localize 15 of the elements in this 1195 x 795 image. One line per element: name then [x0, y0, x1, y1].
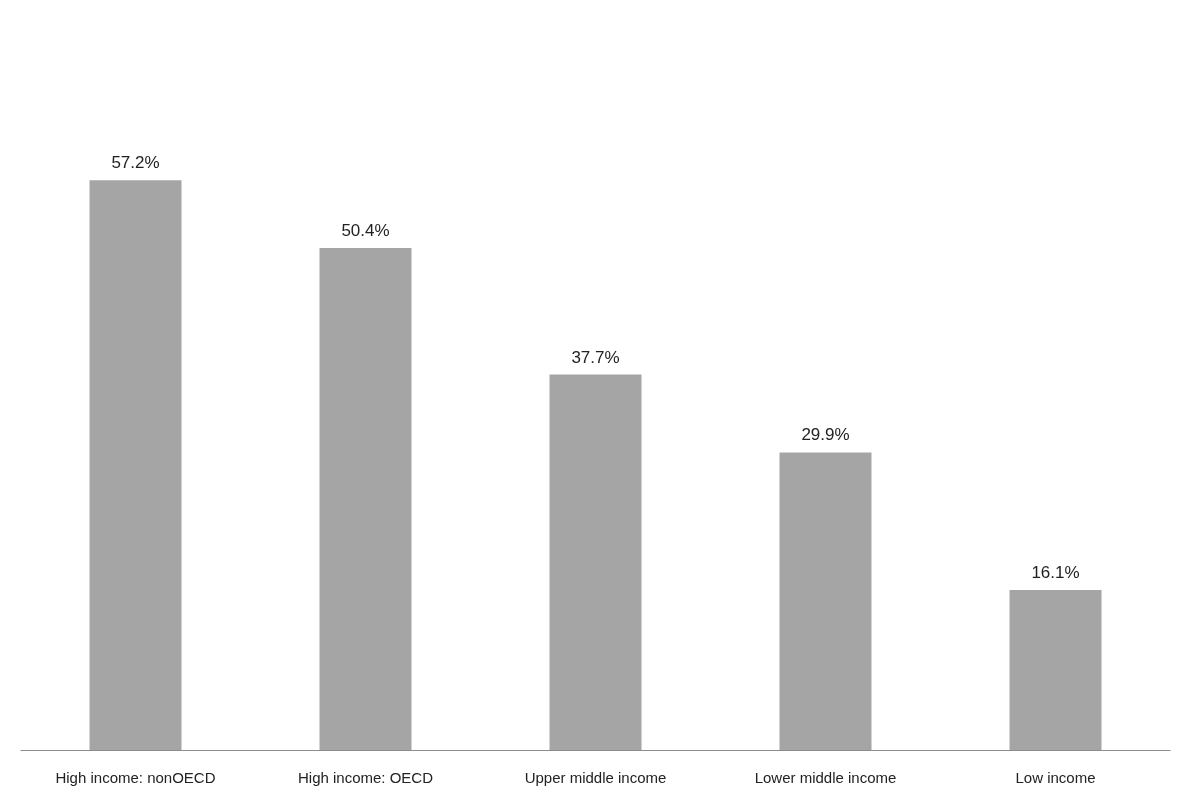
x-tick-label: Upper middle income — [524, 768, 667, 786]
bar — [319, 247, 412, 751]
bar — [779, 452, 872, 751]
data-label: 29.9% — [801, 425, 850, 445]
data-label: 16.1% — [1031, 562, 1080, 582]
bar — [89, 180, 182, 751]
x-tick-label: Lower middle income — [754, 768, 897, 786]
data-label: 50.4% — [341, 220, 390, 240]
bar — [1009, 589, 1102, 751]
x-tick-label: High income: OECD — [297, 768, 434, 786]
x-tick-label: High income: nonOECD — [55, 768, 216, 786]
data-label: 37.7% — [571, 347, 620, 367]
bar — [549, 374, 642, 751]
x-tick-label: Low income — [1015, 768, 1096, 786]
data-label: 57.2% — [111, 153, 160, 173]
